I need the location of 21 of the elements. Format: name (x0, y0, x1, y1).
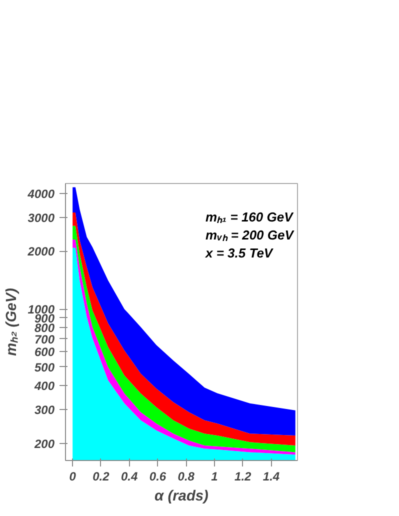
y-tick-label: 300 (34, 403, 55, 418)
annotation: x = 3.5 TeV (204, 246, 274, 260)
y-tick-label: 200 (33, 436, 55, 451)
x-tick-label: 0.2 (92, 470, 110, 484)
y-tick-label: 400 (33, 379, 55, 394)
x-tick-label: 1.4 (262, 470, 280, 484)
annotation: mₕ₁ = 160 GeV (206, 210, 294, 224)
y-tick-label: 3000 (28, 210, 55, 225)
y-tick-label: 4000 (26, 186, 55, 201)
x-tick-label: 1.2 (234, 470, 252, 484)
y-axis-title: mₕ₂ (GeV) (4, 288, 20, 356)
x-tick-label: 0.8 (178, 470, 195, 484)
y-tick-label: 500 (34, 360, 55, 374)
x-tick-label: 0.6 (149, 470, 166, 484)
x-tick-label: 0.4 (121, 470, 138, 484)
x-tick-label: 1 (211, 470, 218, 484)
y-tick-label: 2000 (26, 244, 55, 259)
x-tick-label: 0 (69, 470, 76, 484)
x-axis-title: α (rads) (154, 488, 209, 504)
y-tick-label: 600 (34, 345, 55, 360)
annotation: mᵥₕ = 200 GeV (206, 228, 295, 242)
